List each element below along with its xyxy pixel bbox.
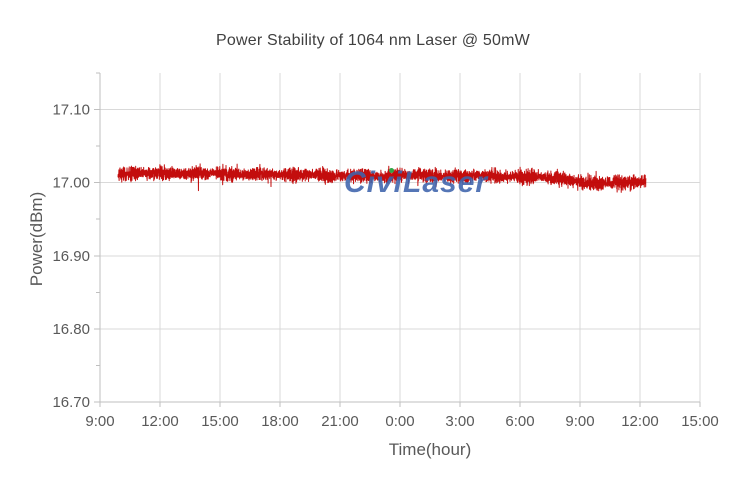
x-tick-label: 21:00	[321, 413, 359, 430]
chart-title: Power Stability of 1064 nm Laser @ 50mW	[216, 32, 530, 49]
x-tick-label: 9:00	[85, 413, 114, 430]
x-tick-label: 15:00	[201, 413, 239, 430]
x-tick-label: 12:00	[141, 413, 179, 430]
y-tick-label: 16.70	[52, 394, 90, 411]
y-tick-label: 17.00	[52, 175, 90, 192]
x-tick-label: 9:00	[565, 413, 594, 430]
tick-marks	[94, 72, 701, 407]
y-tick-label: 16.80	[52, 321, 90, 338]
watermark-green-dot-icon	[389, 168, 394, 173]
x-tick-label: 18:00	[261, 413, 299, 430]
y-tick-label: 16.90	[52, 248, 90, 265]
tick-labels: 16.70 16.80 16.90 17.00 17.10 9:00 12:00 15:00 1…	[52, 102, 718, 430]
y-tick-label: 17.10	[52, 102, 90, 119]
x-axis-title: Time(hour)	[388, 440, 472, 459]
x-tick-label: 15:00	[681, 413, 719, 430]
watermark-civilaser: CiviLaser	[344, 166, 489, 199]
power-series-line	[117, 163, 647, 193]
gridlines	[100, 73, 701, 402]
x-tick-label: 12:00	[621, 413, 659, 430]
x-tick-label: 6:00	[505, 413, 534, 430]
x-tick-label: 3:00	[445, 413, 474, 430]
x-tick-label: 0:00	[385, 413, 414, 430]
y-axis-title: Power(dBm)	[27, 191, 46, 287]
